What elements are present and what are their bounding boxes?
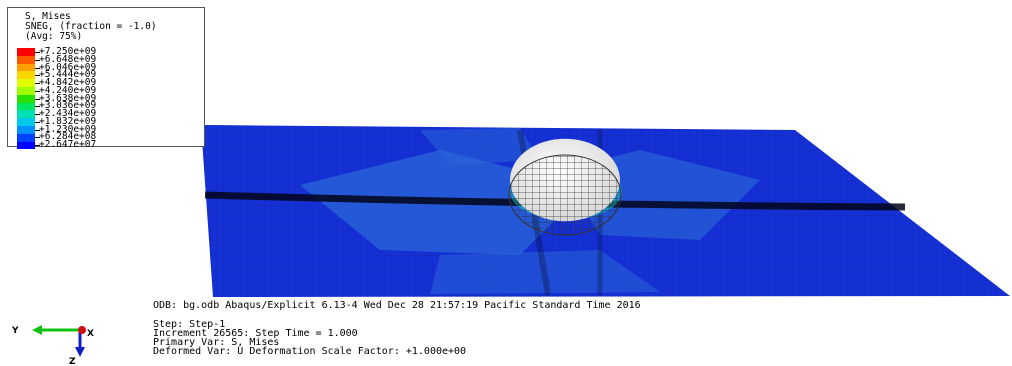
legend-tick [35,75,40,77]
legend-tick [35,83,40,84]
contour-legend[interactable]: S, Mises SNEG, (fraction = -1.0) (Avg: 7… [7,7,205,150]
step-label: Step: Step-1 [153,319,226,330]
legend-swatch [17,125,35,134]
legend-value-label: +3.638e+09 [39,92,97,104]
legend-value-label: +7.250e+09 [39,46,97,57]
legend-title: S, Mises [25,11,71,22]
legend-tick [35,67,40,69]
legend-swatch [17,118,35,126]
triad-x-label: X [87,329,94,339]
legend-swatch [17,48,35,56]
legend-tick [35,90,40,92]
legend-tick [35,114,40,115]
legend-swatch [17,55,35,64]
legend-value-label: +5.444e+09 [39,69,97,81]
increment-label: Increment 26565: Step Time = 1.000 [153,328,358,339]
legend-tick [35,59,40,61]
legend-value-label: +2.647e+07 [39,139,97,150]
legend-tick [35,106,40,108]
legend-value-label: +1.832e+09 [39,115,97,127]
legend-swatch [17,141,35,150]
legend-swatch [17,86,35,95]
legend-swatch [17,71,35,80]
legend-subtitle: SNEG, (fraction = -1.0) [25,21,157,32]
legend-value-label: +4.240e+09 [39,84,97,96]
legend-value-label: +4.842e+09 [39,77,97,88]
legend-color-bar [17,48,35,150]
legend-swatch [17,133,35,142]
triad-z-label: Z [69,357,76,366]
legend-value-label: +1.230e+09 [39,123,97,135]
legend-value-label: +6.046e+09 [39,61,97,73]
legend-tick [35,98,40,100]
legend-tick [35,121,40,123]
viewport-model[interactable] [0,0,1012,300]
legend-tick [35,129,40,131]
triad-y-label: Y [11,326,19,336]
legend-swatch [17,110,35,119]
odb-info-line: ODB: bg.odb Abaqus/Explicit 6.13-4 Wed D… [153,300,641,311]
legend-value-label: +6.284e+08 [39,131,97,143]
orientation-triad: Y X Z [11,325,94,366]
legend-value-label: +6.648e+09 [39,53,97,65]
legend-tick [35,145,40,146]
legend-swatch [17,102,35,111]
legend-tick [35,137,40,139]
legend-swatch [17,94,35,103]
legend-value-label: +2.434e+09 [39,108,97,119]
legend-avg: (Avg: 75%) [25,31,83,42]
impactor-sphere [508,138,622,236]
legend-tick [35,52,40,53]
deformed-var-label: Deformed Var: U Deformation Scale Factor… [153,346,467,357]
legend-swatch [17,63,35,72]
legend-value-label: +3.036e+09 [39,100,97,112]
primary-var-label: Primary Var: S, Mises [153,337,280,348]
legend-swatch [17,79,35,87]
